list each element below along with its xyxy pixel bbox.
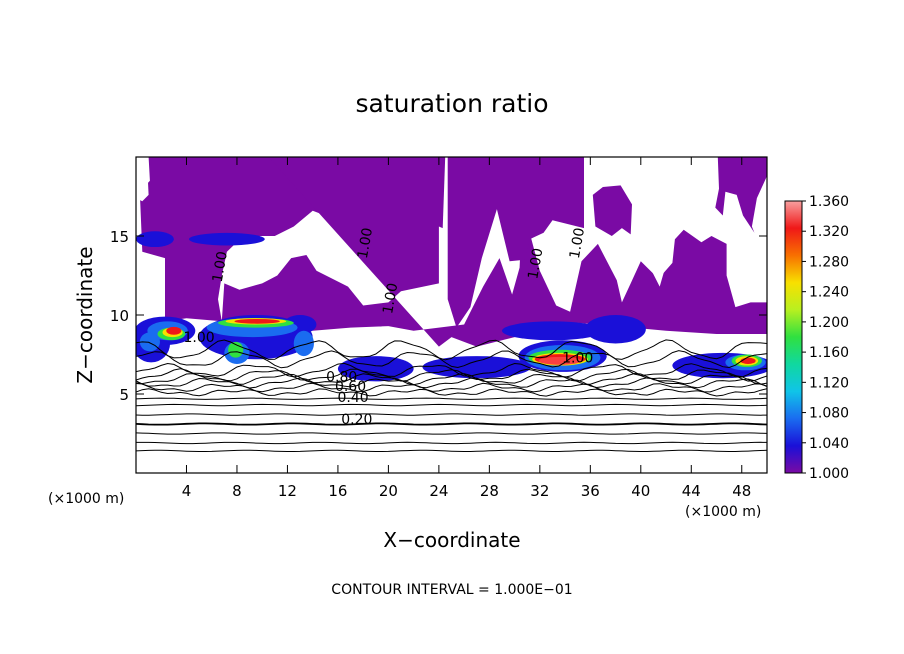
humid-layer xyxy=(422,356,532,379)
contour-label: 0.20 xyxy=(341,412,372,428)
supersaturated-core xyxy=(538,356,582,365)
contour-line xyxy=(136,388,767,397)
x-tick-label: 28 xyxy=(480,482,499,500)
x-tick-label: 4 xyxy=(182,482,192,500)
y-tick-label: 5 xyxy=(119,386,129,404)
cloud-region xyxy=(447,157,584,328)
contour-line xyxy=(136,339,767,361)
contour-label: 1.00 xyxy=(380,282,401,315)
contour-line xyxy=(136,413,767,416)
x-tick-label: 48 xyxy=(732,482,751,500)
contour-lines xyxy=(136,339,767,452)
contour-line xyxy=(136,362,767,378)
x-axis-unit: (×1000 m) xyxy=(685,504,761,520)
y-tick-label: 15 xyxy=(110,228,129,246)
colorbar-tick-label: 1.160 xyxy=(809,345,849,361)
supersaturated-core xyxy=(740,357,756,364)
cloud-region xyxy=(221,157,767,347)
contour-label: 1.00 xyxy=(355,226,376,259)
x-axis-ticks: 4 8 12 16 20 24 28 32 36 40 44 48 xyxy=(182,157,751,500)
humid-layer xyxy=(501,321,603,341)
supersaturated-core xyxy=(234,318,280,324)
contour-labels: 0.20 0.400.600.80 1.00 1.00 1.00 1.00 1.00 1.00… xyxy=(184,226,594,428)
plot-area: 0.20 0.400.600.80 1.00 1.00 1.00 1.00 1.00 1.00… xyxy=(136,157,767,473)
x-tick-label: 20 xyxy=(379,482,398,500)
colorbar-tick-label: 1.080 xyxy=(809,406,849,422)
contour-label: 1.00 xyxy=(525,247,546,280)
colorbar-tick-label: 1.320 xyxy=(809,224,849,240)
humid-layer xyxy=(136,231,174,248)
humid-layer xyxy=(585,315,646,344)
colorbar-gradient xyxy=(784,200,803,474)
x-tick-label: 16 xyxy=(328,482,347,500)
contour-line xyxy=(136,368,767,382)
supersaturated-core xyxy=(166,326,182,335)
colorbar-tick-label: 1.120 xyxy=(809,375,849,391)
humid-layer xyxy=(139,332,160,352)
x-tick-label: 40 xyxy=(631,482,650,500)
chart-title: saturation ratio xyxy=(355,89,548,118)
x-tick-label: 36 xyxy=(581,482,600,500)
x-tick-label: 24 xyxy=(429,482,448,500)
contour-line xyxy=(136,377,767,389)
x-tick-label: 44 xyxy=(682,482,701,500)
saturation-field xyxy=(136,157,767,382)
x-axis-title: X−coordinate xyxy=(383,528,520,552)
contour-line xyxy=(136,441,767,445)
contour-interval-note: CONTOUR INTERVAL = 1.000E−01 xyxy=(331,582,572,598)
x-tick-label: 12 xyxy=(278,482,297,500)
clear-region xyxy=(136,164,149,202)
y-axis-title: Z−coordinate xyxy=(73,246,97,383)
contour-label: 1.00 xyxy=(562,350,593,366)
contour-line xyxy=(136,422,767,426)
humid-layer xyxy=(189,232,265,246)
y-axis-unit: (×1000 m) xyxy=(48,491,124,507)
clear-region xyxy=(644,223,672,287)
contour-line xyxy=(136,397,767,400)
y-axis-ticks: 5 10 15 xyxy=(110,228,767,404)
contour-line xyxy=(136,372,767,386)
humid-layer xyxy=(337,356,414,382)
contour-label: 0.60 xyxy=(335,379,366,395)
cloud-region xyxy=(592,185,632,236)
contour-label: 1.00 xyxy=(184,330,215,346)
contour-line xyxy=(136,350,767,369)
humid-layer xyxy=(293,330,314,357)
x-tick-label: 8 xyxy=(232,482,242,500)
x-tick-label: 32 xyxy=(530,482,549,500)
colorbar-tick-label: 1.240 xyxy=(809,285,849,301)
contour-label: 0.40 xyxy=(337,390,368,406)
colorbar-tick-label: 1.040 xyxy=(809,436,849,452)
contour-line xyxy=(136,449,767,452)
colorbar-tick-label: 1.000 xyxy=(809,466,849,482)
contour-label: 0.80 xyxy=(326,369,357,385)
colorbar-ticks: 1.000 1.040 1.080 1.120 1.160 1.200 1.240 1.280… xyxy=(802,194,849,482)
cloud-region xyxy=(647,157,767,233)
colorbar-tick-label: 1.360 xyxy=(809,194,849,210)
colorbar-tick-label: 1.280 xyxy=(809,254,849,270)
contour-label: 1.00 xyxy=(210,250,231,283)
contour-label: 1.00 xyxy=(567,226,588,259)
colorbar-tick-label: 1.200 xyxy=(809,315,849,331)
contour-line xyxy=(136,432,767,435)
colorbar: 1.000 1.040 1.080 1.120 1.160 1.200 1.240 1.280… xyxy=(784,194,849,482)
cloud-region xyxy=(428,157,446,229)
y-tick-label: 10 xyxy=(110,307,129,325)
contour-line xyxy=(136,403,767,407)
